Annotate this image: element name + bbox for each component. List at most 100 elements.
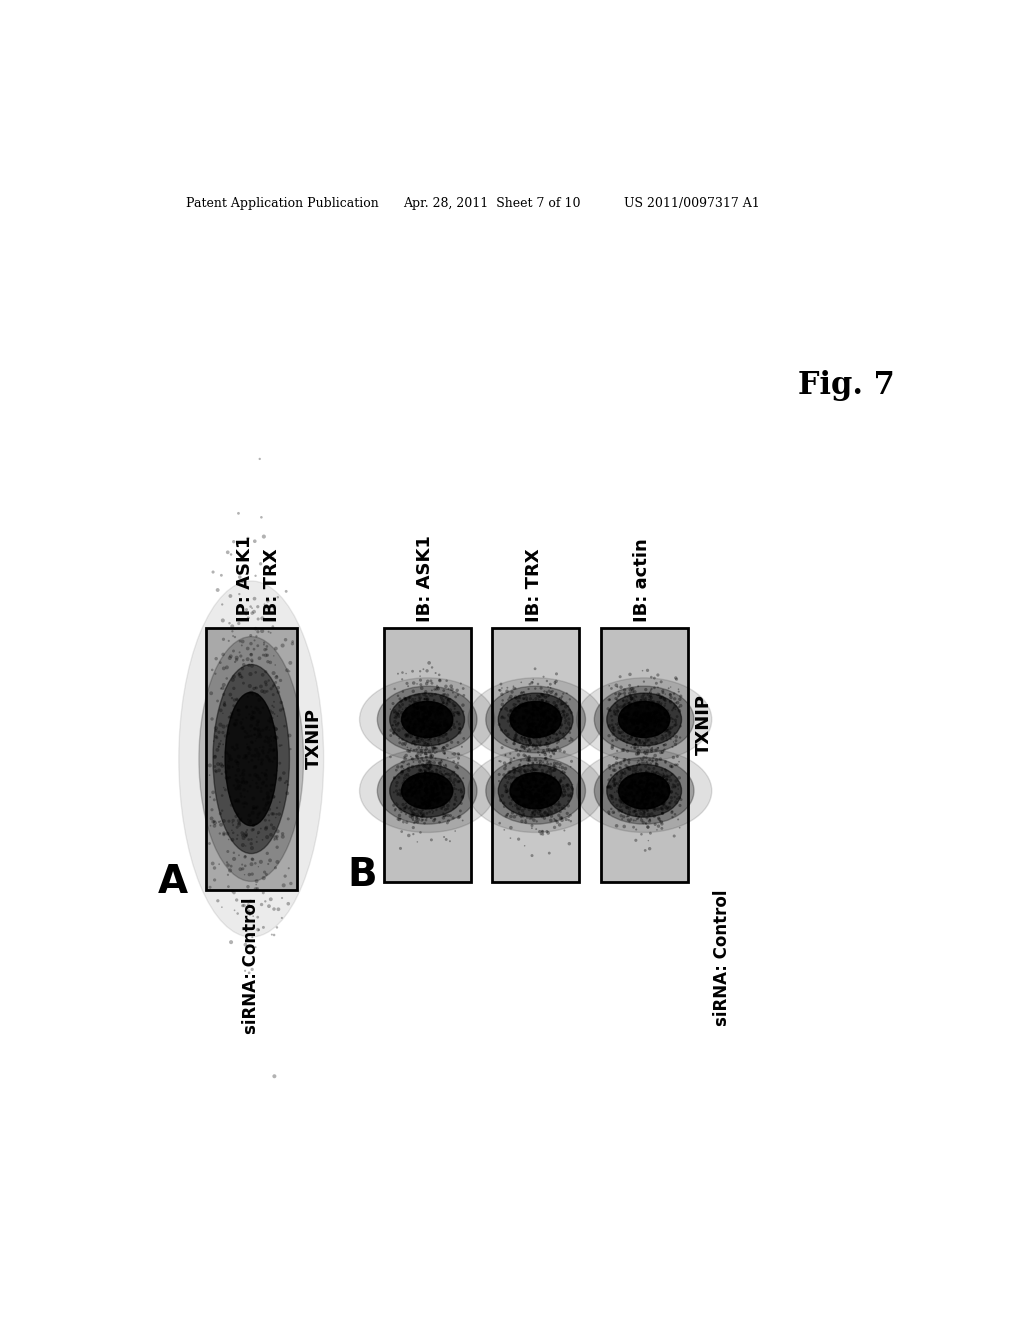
Point bbox=[564, 774, 581, 795]
Point bbox=[410, 694, 426, 715]
Point bbox=[659, 705, 676, 726]
Point bbox=[522, 733, 539, 754]
Point bbox=[236, 828, 252, 849]
Point bbox=[547, 741, 563, 762]
Point bbox=[455, 810, 471, 832]
Point bbox=[422, 702, 438, 723]
Point bbox=[667, 693, 683, 714]
Point bbox=[266, 899, 283, 920]
Point bbox=[624, 678, 640, 700]
Point bbox=[428, 725, 444, 746]
Point bbox=[404, 689, 421, 710]
Point bbox=[236, 771, 252, 792]
Point bbox=[637, 741, 653, 762]
Point bbox=[522, 760, 539, 781]
Point bbox=[240, 809, 256, 830]
Point bbox=[636, 796, 652, 817]
Point bbox=[426, 692, 442, 713]
Point bbox=[628, 701, 644, 722]
Point bbox=[659, 797, 676, 818]
Point bbox=[516, 737, 532, 758]
Point bbox=[633, 776, 649, 797]
Point bbox=[522, 781, 539, 803]
Point bbox=[641, 780, 657, 801]
Point bbox=[393, 751, 410, 772]
Point bbox=[264, 804, 281, 825]
Point bbox=[401, 690, 418, 711]
Point bbox=[653, 693, 670, 714]
Point bbox=[636, 779, 652, 800]
Point bbox=[225, 677, 242, 698]
Point bbox=[428, 678, 444, 700]
Point bbox=[554, 693, 570, 714]
Point bbox=[412, 689, 428, 710]
Point bbox=[548, 696, 564, 717]
Point bbox=[638, 722, 654, 743]
Point bbox=[496, 792, 512, 813]
Point bbox=[510, 701, 526, 722]
Point bbox=[663, 755, 679, 776]
Point bbox=[223, 544, 240, 565]
Point bbox=[620, 776, 636, 797]
Point bbox=[236, 825, 252, 846]
Point bbox=[424, 784, 440, 805]
Point bbox=[617, 710, 634, 731]
Point bbox=[419, 758, 435, 779]
Point bbox=[529, 719, 546, 741]
Point bbox=[494, 737, 510, 758]
Point bbox=[543, 795, 559, 816]
Point bbox=[536, 776, 552, 797]
Point bbox=[426, 737, 442, 758]
Point bbox=[435, 808, 452, 829]
Point bbox=[224, 669, 241, 690]
Ellipse shape bbox=[618, 701, 670, 738]
Point bbox=[633, 725, 649, 746]
Point bbox=[432, 671, 449, 692]
Point bbox=[609, 780, 626, 801]
Point bbox=[539, 671, 555, 692]
Point bbox=[534, 781, 550, 803]
Point bbox=[513, 764, 529, 785]
Point bbox=[646, 763, 663, 784]
Point bbox=[218, 762, 234, 783]
Point bbox=[416, 718, 432, 739]
Point bbox=[404, 717, 421, 738]
Point bbox=[513, 774, 529, 795]
Point bbox=[421, 759, 437, 780]
Point bbox=[234, 854, 251, 875]
Point bbox=[436, 760, 453, 781]
Point bbox=[429, 788, 445, 809]
Point bbox=[527, 688, 544, 709]
Point bbox=[636, 723, 652, 744]
Point bbox=[432, 723, 449, 744]
Point bbox=[515, 803, 531, 824]
Point bbox=[443, 780, 460, 801]
Point bbox=[609, 676, 626, 697]
Point bbox=[396, 704, 413, 725]
Point bbox=[400, 710, 417, 731]
Point bbox=[527, 800, 544, 821]
Point bbox=[258, 818, 274, 840]
Point bbox=[437, 789, 454, 810]
Point bbox=[663, 764, 679, 785]
Point bbox=[549, 710, 565, 731]
Point bbox=[525, 722, 542, 743]
Point bbox=[434, 690, 451, 711]
Point bbox=[390, 809, 407, 830]
Point bbox=[620, 717, 636, 738]
Point bbox=[421, 796, 437, 817]
Point bbox=[552, 739, 568, 760]
Point bbox=[540, 735, 556, 756]
Point bbox=[520, 774, 537, 795]
Point bbox=[673, 789, 689, 810]
Point bbox=[542, 731, 558, 752]
Point bbox=[268, 665, 285, 686]
Point bbox=[394, 762, 411, 783]
Point bbox=[535, 784, 551, 805]
Point bbox=[451, 743, 467, 764]
Point bbox=[427, 701, 443, 722]
Point bbox=[521, 776, 538, 797]
Point bbox=[411, 704, 427, 725]
Point bbox=[553, 714, 569, 735]
Point bbox=[650, 722, 667, 743]
